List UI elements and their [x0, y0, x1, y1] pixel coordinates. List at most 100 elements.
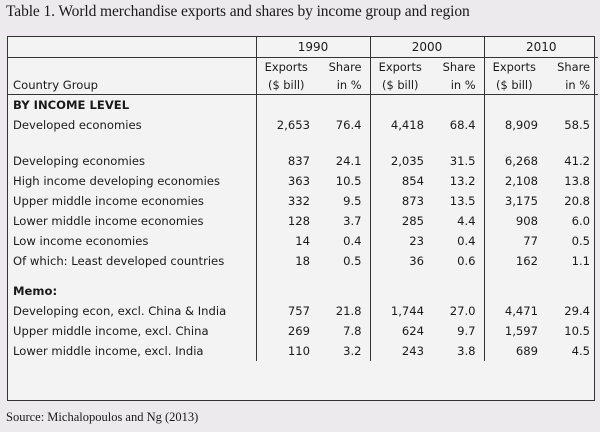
- cell-share-1990: 7.8: [343, 324, 362, 338]
- cell-exports-2010: 908: [483, 211, 545, 231]
- cell-share-1990: 0.5: [343, 254, 362, 268]
- cell-exports-2000: 36: [369, 251, 431, 271]
- cell-share-2000: 68.4: [449, 118, 476, 132]
- cell-exports-2000: 23: [369, 231, 431, 251]
- cell-share-1990: 10.5: [335, 174, 362, 188]
- cell-share-1990: 0.4: [343, 234, 362, 248]
- exports-unit: ($ bill): [483, 76, 545, 95]
- column-subheader-row: Country Group ($ bill) in % ($ bill) in …: [8, 76, 599, 95]
- section-row: Memo:: [8, 281, 598, 301]
- share-unit: in %: [430, 76, 485, 95]
- row-label: Lower middle income economies: [13, 214, 204, 228]
- cell-exports-2000: 285: [369, 211, 431, 231]
- cell-exports-1990: 363: [255, 171, 316, 191]
- cell-exports-2010: 77: [483, 231, 545, 251]
- cell-share-2010: 29.4: [564, 304, 591, 318]
- cell-exports-2000: 243: [369, 341, 431, 361]
- share-header: Share: [328, 60, 362, 74]
- section-row: BY INCOME LEVEL: [8, 94, 598, 115]
- cell-share-2010: 0.5: [571, 234, 591, 248]
- share-unit: in %: [316, 76, 371, 95]
- cell-exports-1990: 128: [255, 211, 316, 231]
- exports-unit: ($ bill): [369, 76, 431, 95]
- year-2000: 2000: [369, 37, 485, 58]
- row-label: Of which: Least developed countries: [13, 254, 225, 268]
- cell-exports-2000: 1,744: [369, 301, 431, 321]
- cell-share-2000: 31.5: [449, 154, 476, 168]
- share-header: Share: [557, 60, 591, 74]
- table-row: Upper middle income, excl. China 269 7.8…: [8, 321, 598, 341]
- exports-unit: ($ bill): [255, 76, 316, 95]
- table-row: Upper middle income economies 332 9.5 87…: [8, 191, 598, 211]
- cell-exports-2010: 6,268: [483, 151, 545, 171]
- cell-exports-2010: 162: [483, 251, 545, 271]
- cell-share-1990: 9.5: [343, 194, 362, 208]
- section-income-level: BY INCOME LEVEL: [13, 98, 130, 112]
- cell-exports-1990: 332: [255, 191, 316, 211]
- row-label: Upper middle income economies: [13, 194, 204, 208]
- table-row: Developed economies 2,653 76.4 4,418 68.…: [8, 115, 598, 135]
- row-label: Developing econ, excl. China & India: [13, 304, 227, 318]
- cell-share-1990: 3.2: [343, 344, 362, 358]
- cell-exports-1990: 2,653: [255, 115, 316, 135]
- table-row: Lower middle income, excl. India 110 3.2…: [8, 341, 598, 361]
- cell-share-2000: 0.6: [457, 254, 476, 268]
- row-label: Developing economies: [13, 154, 146, 168]
- cell-share-2010: 10.5: [564, 324, 591, 338]
- exports-header: Exports: [483, 57, 545, 76]
- table-row: High income developing economies 363 10.…: [8, 171, 598, 191]
- source-note: Source: Michalopoulos and Ng (2013): [6, 410, 199, 424]
- cell-share-2010: 41.2: [564, 154, 591, 168]
- cell-exports-1990: 269: [255, 321, 316, 341]
- cell-exports-1990: 18: [255, 251, 316, 271]
- cell-exports-2010: 4,471: [483, 301, 545, 321]
- share-header: Share: [442, 60, 476, 74]
- cell-exports-2000: 2,035: [369, 151, 431, 171]
- cell-share-2000: 3.8: [457, 344, 476, 358]
- cell-exports-1990: 837: [255, 151, 316, 171]
- table-row: Lower middle income economies 128 3.7 28…: [8, 211, 598, 231]
- cell-share-2010: 58.5: [564, 118, 591, 132]
- cell-share-2000: 0.4: [457, 234, 476, 248]
- cell-share-2000: 27.0: [449, 304, 476, 318]
- table-row: Developing economies 837 24.1 2,035 31.5…: [8, 151, 598, 171]
- row-label: High income developing economies: [13, 174, 220, 188]
- year-header-row: 1990 2000 2010: [8, 37, 599, 58]
- cell-share-1990: 21.8: [335, 304, 362, 318]
- cell-share-2010: 13.8: [564, 174, 591, 188]
- share-unit: in %: [544, 76, 599, 95]
- table-row: Developing econ, excl. China & India 757…: [8, 301, 598, 321]
- cell-share-2000: 13.2: [449, 174, 476, 188]
- cell-exports-2010: 2,108: [483, 171, 545, 191]
- cell-share-2010: 6.0: [571, 214, 591, 228]
- exports-header: Exports: [369, 57, 431, 76]
- table-caption: Table 1. World merchandise exports and s…: [6, 3, 470, 20]
- cell-exports-2010: 8,909: [483, 115, 545, 135]
- cell-exports-2000: 624: [369, 321, 431, 341]
- exports-header: Exports: [255, 57, 316, 76]
- cell-share-1990: 24.1: [335, 154, 362, 168]
- cell-share-1990: 3.7: [343, 214, 362, 228]
- row-label: Lower middle income, excl. India: [13, 344, 204, 358]
- spacer-row: [8, 135, 598, 151]
- cell-exports-2010: 3,175: [483, 191, 545, 211]
- year-1990: 1990: [255, 37, 371, 58]
- cell-share-2010: 4.5: [571, 344, 591, 358]
- cell-exports-1990: 14: [255, 231, 316, 251]
- data-table: 1990 2000 2010 Exports Share Exports Sha…: [7, 36, 599, 401]
- cell-exports-2000: 854: [369, 171, 431, 191]
- spacer-row: [8, 271, 598, 281]
- cell-exports-2000: 4,418: [369, 115, 431, 135]
- cell-exports-1990: 757: [255, 301, 316, 321]
- section-memo: Memo:: [13, 284, 58, 298]
- cell-exports-1990: 110: [255, 341, 316, 361]
- cell-exports-2010: 689: [483, 341, 545, 361]
- cell-share-2000: 4.4: [457, 214, 476, 228]
- country-group-header: Country Group: [8, 76, 256, 95]
- year-2010: 2010: [483, 37, 599, 58]
- cell-exports-2010: 1,597: [483, 321, 545, 341]
- cell-share-2010: 20.8: [564, 194, 591, 208]
- cell-share-1990: 76.4: [335, 118, 362, 132]
- cell-share-2000: 13.5: [449, 194, 476, 208]
- table-row: Of which: Least developed countries 18 0…: [8, 251, 598, 271]
